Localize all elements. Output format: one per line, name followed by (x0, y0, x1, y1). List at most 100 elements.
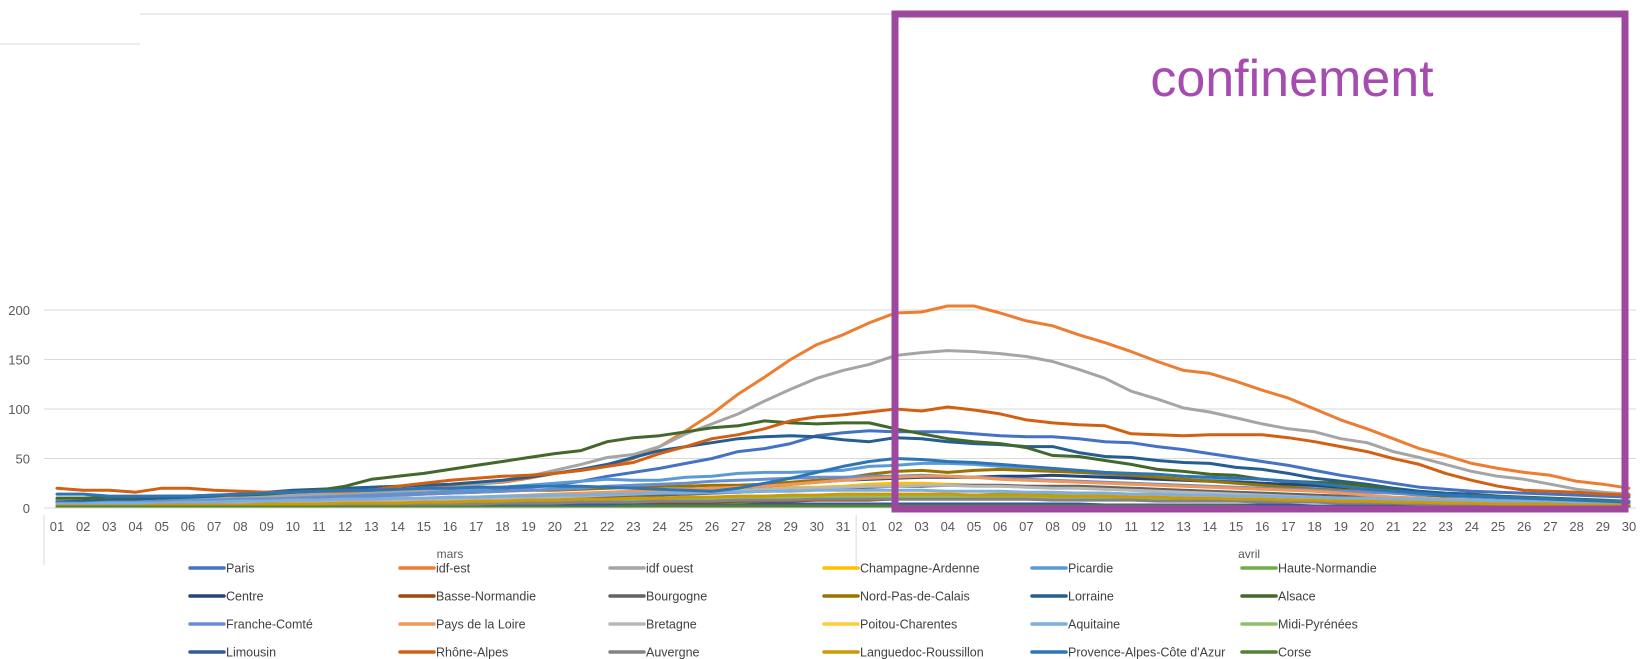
y-tick-label: 100 (8, 402, 30, 417)
legend-label: Champagne-Ardenne (860, 562, 980, 576)
x-tick-label: 25 (679, 519, 693, 534)
legend-label: idf-est (436, 562, 471, 576)
x-tick-label: 12 (1150, 519, 1164, 534)
legend-label: Languedoc-Roussillon (860, 646, 984, 659)
x-tick-label: 01 (862, 519, 876, 534)
legend-label: Bretagne (646, 618, 697, 632)
x-tick-label: 04 (941, 519, 955, 534)
x-tick-label: 07 (207, 519, 221, 534)
x-tick-label: 23 (1438, 519, 1452, 534)
legend-label: Rhône-Alpes (436, 646, 508, 659)
x-tick-label: 03 (102, 519, 116, 534)
y-tick-label: 50 (16, 452, 30, 467)
legend-label: Midi-Pyrénées (1278, 618, 1358, 632)
x-tick-label: 05 (967, 519, 981, 534)
month-label: mars (437, 547, 464, 561)
x-tick-label: 19 (1334, 519, 1348, 534)
x-tick-label: 29 (1596, 519, 1610, 534)
x-axis: 01 02 03 04 05 06 07 08 09 10 11 12 13 14 15 16 17 18 19 20… (43, 507, 1636, 565)
x-tick-label: 17 (469, 519, 483, 534)
legend-label: Limousin (226, 646, 276, 659)
gridlines (44, 309, 1636, 459)
x-tick-label: 02 (76, 519, 90, 534)
x-tick-label: 16 (1255, 519, 1269, 534)
month-label: avril (1238, 547, 1260, 561)
series-line-2 (55, 349, 1631, 503)
x-tick-label: 17 (1281, 519, 1295, 534)
x-tick-label: 16 (443, 519, 457, 534)
x-tick-label: 13 (364, 519, 378, 534)
x-tick-label: 14 (1203, 519, 1217, 534)
legend-label: Alsace (1278, 590, 1316, 604)
legend-label: Paris (226, 562, 254, 576)
x-tick-label: 06 (181, 519, 195, 534)
legend-label: Aquitaine (1068, 618, 1120, 632)
x-tick-label: 02 (888, 519, 902, 534)
x-tick-label: 28 (1569, 519, 1583, 534)
x-tick-label: 10 (1098, 519, 1112, 534)
legend-label: Lorraine (1068, 590, 1114, 604)
x-tick-label: 30 (1622, 519, 1636, 534)
series-line-16 (55, 488, 1631, 506)
legend-label: Basse-Normandie (436, 590, 536, 604)
x-tick-label: 12 (338, 519, 352, 534)
x-tick-label: 08 (1045, 519, 1059, 534)
y-axis: 0 50 100 150 200 (8, 303, 30, 516)
x-tick-label: 14 (390, 519, 404, 534)
x-tick-label: 26 (1517, 519, 1531, 534)
x-tick-label: 11 (1124, 519, 1138, 534)
y-tick-label: 0 (23, 501, 30, 516)
legend-label: Corse (1278, 646, 1311, 659)
x-tick-label: 18 (1307, 519, 1321, 534)
x-tick-label: 31 (836, 519, 850, 534)
confinement-annotation: confinement (891, 10, 1629, 513)
x-tick-label: 24 (652, 519, 666, 534)
chart-top-decoration (0, 13, 1620, 45)
legend-label: Provence-Alpes-Côte d'Azur (1068, 646, 1225, 659)
x-tick-label: 20 (548, 519, 562, 534)
x-tick-label: 21 (574, 519, 588, 534)
confinement-box (891, 10, 1629, 513)
x-tick-label: 09 (1072, 519, 1086, 534)
y-tick-label: 200 (8, 303, 30, 318)
x-tick-label: 15 (417, 519, 431, 534)
confinement-label: confinement (1150, 50, 1434, 108)
x-tick-label: 06 (993, 519, 1007, 534)
legend-label: Pays de la Loire (436, 618, 526, 632)
x-tick-label: 04 (128, 519, 142, 534)
legend-label: Nord-Pas-de-Calais (860, 590, 970, 604)
x-tick-label: 13 (1176, 519, 1190, 534)
legend: Paris idf-est idf ouest Champagne-Ardenne Pi… (188, 562, 1377, 659)
x-tick-label: 27 (1543, 519, 1557, 534)
legend-label: Poitou-Charentes (860, 618, 957, 632)
legend-label: Bourgogne (646, 590, 707, 604)
x-tick-label: 01 (50, 519, 64, 534)
x-tick-label: 07 (1019, 519, 1033, 534)
x-tick-label: 18 (495, 519, 509, 534)
legend-label: Picardie (1068, 562, 1113, 576)
x-tick-label: 15 (1229, 519, 1243, 534)
x-tick-label: 21 (1386, 519, 1400, 534)
legend-label: Auvergne (646, 646, 700, 659)
series-line-21 (55, 492, 1631, 508)
x-tick-label: 11 (312, 519, 326, 534)
x-tick-label: 26 (705, 519, 719, 534)
x-tick-label: 28 (757, 519, 771, 534)
x-tick-label: 22 (1412, 519, 1426, 534)
x-tick-label: 10 (286, 519, 300, 534)
x-tick-label: 20 (1360, 519, 1374, 534)
series-line-12 (55, 473, 1631, 505)
x-tick-label: 23 (626, 519, 640, 534)
series-line-22 (55, 457, 1631, 504)
x-tick-label: 09 (259, 519, 273, 534)
x-tick-label: 08 (233, 519, 247, 534)
series-line-1 (55, 304, 1631, 504)
legend-label: Haute-Normandie (1278, 562, 1377, 576)
x-tick-label: 05 (155, 519, 169, 534)
legend-label: idf ouest (646, 562, 694, 576)
x-tick-label: 30 (810, 519, 824, 534)
x-tick-label: 24 (1465, 519, 1479, 534)
series-layer (55, 304, 1631, 509)
x-tick-label: 19 (521, 519, 535, 534)
